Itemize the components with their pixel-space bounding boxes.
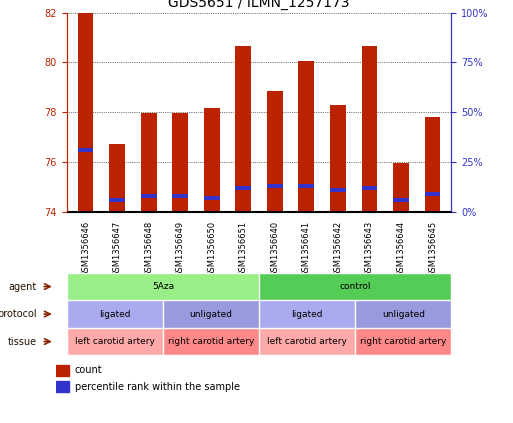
Text: right carotid artery: right carotid artery — [360, 337, 446, 346]
Text: unligated: unligated — [189, 310, 232, 319]
Text: percentile rank within the sample: percentile rank within the sample — [75, 382, 240, 392]
Text: unligated: unligated — [382, 310, 425, 319]
FancyBboxPatch shape — [259, 300, 355, 328]
Text: agent: agent — [8, 282, 37, 291]
FancyBboxPatch shape — [259, 273, 451, 300]
Bar — [267, 91, 283, 212]
Bar — [141, 113, 156, 212]
Bar — [78, 148, 93, 152]
Bar — [204, 196, 220, 200]
Text: left carotid artery: left carotid artery — [75, 337, 155, 346]
Bar — [56, 381, 69, 392]
FancyBboxPatch shape — [163, 328, 259, 355]
Bar — [425, 192, 440, 195]
Text: count: count — [75, 365, 103, 375]
Text: protocol: protocol — [0, 309, 37, 319]
FancyBboxPatch shape — [163, 300, 259, 328]
FancyBboxPatch shape — [355, 328, 451, 355]
FancyBboxPatch shape — [67, 328, 163, 355]
Bar — [299, 61, 314, 212]
Text: ligated: ligated — [291, 310, 323, 319]
Bar — [330, 188, 346, 192]
Text: tissue: tissue — [8, 337, 37, 346]
Bar — [267, 184, 283, 188]
Bar — [141, 194, 156, 198]
Bar — [109, 198, 125, 201]
Text: right carotid artery: right carotid artery — [168, 337, 254, 346]
Text: 5Aza: 5Aza — [152, 282, 174, 291]
Bar — [172, 113, 188, 212]
Bar — [56, 365, 69, 376]
Bar — [393, 163, 409, 212]
Bar — [78, 13, 93, 212]
FancyBboxPatch shape — [355, 300, 451, 328]
Bar — [425, 117, 440, 212]
Bar — [109, 144, 125, 212]
Text: ligated: ligated — [99, 310, 130, 319]
Bar — [393, 198, 409, 201]
Bar — [330, 104, 346, 212]
Title: GDS5651 / ILMN_1257173: GDS5651 / ILMN_1257173 — [168, 0, 350, 10]
Bar — [235, 186, 251, 190]
Text: left carotid artery: left carotid artery — [267, 337, 347, 346]
Bar — [299, 184, 314, 188]
FancyBboxPatch shape — [259, 328, 355, 355]
Text: control: control — [340, 282, 371, 291]
Bar — [235, 46, 251, 212]
Bar — [362, 46, 378, 212]
Bar — [172, 194, 188, 198]
Bar — [204, 108, 220, 212]
Bar — [362, 186, 378, 190]
FancyBboxPatch shape — [67, 273, 259, 300]
FancyBboxPatch shape — [67, 300, 163, 328]
